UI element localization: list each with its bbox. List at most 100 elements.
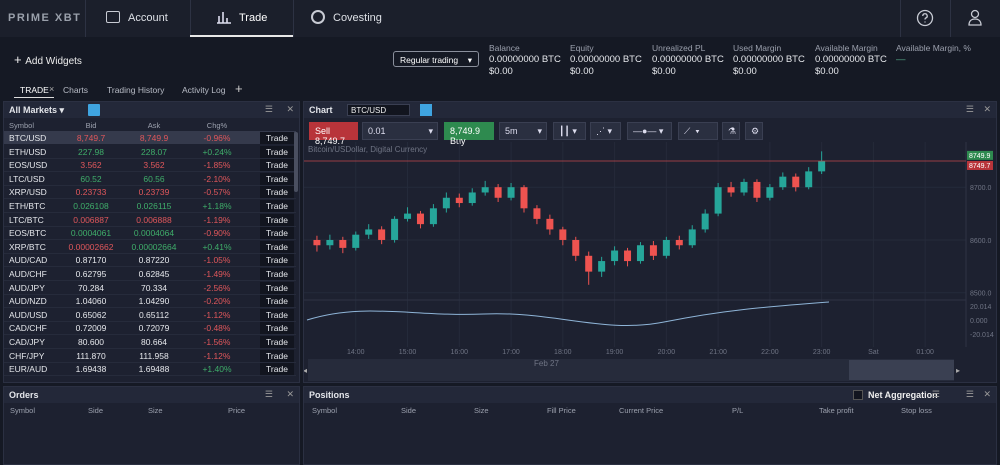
symbol[interactable]: CAD/JPY bbox=[9, 337, 45, 347]
close-icon[interactable]: ✕ bbox=[286, 104, 294, 114]
trade-button[interactable]: Trade bbox=[260, 145, 294, 158]
menu-icon[interactable]: ☰ bbox=[264, 104, 273, 114]
tab[interactable]: Trading History bbox=[107, 85, 165, 95]
logo[interactable]: PRIME XBT bbox=[8, 12, 82, 24]
symbol[interactable]: EOS/USD bbox=[9, 160, 48, 171]
settings-button[interactable] bbox=[420, 104, 432, 116]
list-icon[interactable]: ☰ bbox=[931, 389, 940, 399]
bid: 227.98 bbox=[78, 146, 104, 157]
line-tool-button[interactable]: ⟋ ▾ bbox=[678, 122, 718, 140]
close-icon[interactable]: ✕ bbox=[983, 389, 991, 399]
nav-covesting[interactable]: Covesting bbox=[333, 12, 382, 24]
symbol[interactable]: AUD/CHF bbox=[9, 269, 47, 279]
close-icon[interactable]: ✕ bbox=[286, 389, 294, 399]
tab[interactable]: Activity Log bbox=[182, 85, 226, 95]
chart-type-button[interactable]: ┃┃ ▾ bbox=[553, 122, 586, 140]
change: +1.18% bbox=[202, 201, 232, 211]
symbol[interactable]: CHF/JPY bbox=[9, 350, 45, 361]
aggregation-checkbox[interactable] bbox=[853, 390, 863, 400]
y-tick-label: 8700.0 bbox=[970, 185, 992, 192]
trade-button[interactable]: Trade bbox=[260, 349, 294, 362]
candle-body bbox=[805, 171, 813, 188]
user-icon[interactable] bbox=[967, 9, 983, 27]
markets-title[interactable]: All Markets bbox=[9, 105, 58, 115]
candle-body bbox=[416, 213, 424, 225]
stat-usd: $0.00 bbox=[815, 66, 839, 77]
symbol[interactable]: XRP/BTC bbox=[9, 241, 46, 252]
symbol[interactable]: AUD/NZD bbox=[9, 296, 47, 307]
symbol[interactable]: AUD/USD bbox=[9, 309, 48, 320]
add-widgets[interactable]: + Add Widgets bbox=[14, 52, 82, 67]
navigator-window[interactable] bbox=[849, 360, 954, 380]
symbol[interactable]: CAD/CHF bbox=[9, 323, 47, 334]
symbol[interactable]: EUR/AUD bbox=[9, 364, 48, 375]
symbol[interactable]: AUD/JPY bbox=[9, 282, 45, 293]
x-tick-label: 14:00 bbox=[347, 349, 365, 356]
close-icon[interactable]: ✕ bbox=[983, 104, 991, 114]
row-divider bbox=[4, 280, 296, 281]
menu-icon[interactable]: ☰ bbox=[965, 389, 974, 399]
draw-button[interactable]: —●— ▾ bbox=[627, 122, 672, 140]
bid-tag: 8749.7 bbox=[969, 163, 991, 170]
interval-select[interactable]: 5m ▾ bbox=[499, 122, 547, 140]
ask: 111.958 bbox=[139, 350, 169, 361]
trade-button[interactable]: Trade bbox=[260, 186, 294, 199]
candle-body bbox=[404, 213, 412, 219]
trade-button[interactable]: Trade bbox=[260, 281, 294, 294]
trade-button[interactable]: Trade bbox=[260, 322, 294, 335]
trade-button[interactable]: Trade bbox=[260, 268, 294, 280]
sell-button[interactable]: Sell 8,749.7 bbox=[309, 122, 358, 146]
trade-button[interactable]: Trade bbox=[260, 132, 294, 144]
trade-button[interactable]: Trade bbox=[260, 159, 294, 172]
positions-header: Positions bbox=[304, 387, 996, 403]
column-header: Size bbox=[474, 406, 489, 415]
symbol[interactable]: ETH/BTC bbox=[9, 201, 46, 211]
candle-body bbox=[559, 229, 567, 240]
trade-button[interactable]: Trade bbox=[260, 172, 294, 185]
menu-icon[interactable]: ☰ bbox=[965, 104, 974, 114]
help-icon[interactable] bbox=[916, 9, 934, 27]
trade-button[interactable]: Trade bbox=[260, 254, 294, 267]
nav-right[interactable]: ▸ bbox=[956, 366, 960, 375]
symbol[interactable]: EOS/BTC bbox=[9, 228, 47, 239]
symbol[interactable]: BTC/USD bbox=[9, 133, 47, 143]
symbol[interactable]: ETH/USD bbox=[9, 146, 47, 157]
symbol-input[interactable]: BTC/USD bbox=[347, 104, 410, 116]
symbol[interactable]: LTC/USD bbox=[9, 173, 45, 184]
nav-left[interactable]: ◂ bbox=[304, 366, 307, 375]
mode-select[interactable]: Regular trading ▾ bbox=[393, 51, 479, 67]
trade-button[interactable]: Trade bbox=[260, 213, 294, 226]
add-tab[interactable]: + bbox=[235, 81, 243, 96]
stat-btc: 0.00000000 BTC bbox=[733, 54, 805, 65]
column-header: Stop loss bbox=[901, 406, 932, 415]
close-tab[interactable]: × bbox=[49, 84, 55, 94]
symbol[interactable]: LTC/BTC bbox=[9, 214, 44, 225]
candle-body bbox=[313, 239, 321, 246]
menu-icon[interactable]: ☰ bbox=[264, 389, 273, 399]
quantity-input[interactable]: 0.01 ▾ bbox=[362, 122, 438, 140]
flask-button[interactable]: ⚗ bbox=[722, 122, 740, 140]
indicator-button[interactable]: ⋰ ▾ bbox=[590, 122, 621, 140]
settings-button[interactable] bbox=[88, 104, 100, 116]
trade-button[interactable]: Trade bbox=[260, 308, 294, 321]
trade-button[interactable]: Trade bbox=[260, 200, 294, 212]
tab[interactable]: Charts bbox=[63, 85, 89, 95]
gear-button[interactable]: ⚙ bbox=[745, 122, 763, 140]
row-divider bbox=[4, 198, 296, 200]
candle-body bbox=[585, 255, 593, 272]
trade-button[interactable]: Trade bbox=[260, 363, 294, 376]
trade-button[interactable]: Trade bbox=[260, 336, 294, 348]
x-tick-label: 15:00 bbox=[399, 349, 417, 356]
symbol[interactable]: XRP/USD bbox=[9, 187, 47, 198]
oscillator-tick-label: 0.000 bbox=[970, 318, 988, 325]
trade-button[interactable]: Trade bbox=[260, 295, 294, 308]
trade-button[interactable]: Trade bbox=[260, 227, 294, 240]
bid: 3.562 bbox=[80, 160, 102, 171]
tab[interactable]: TRADE bbox=[20, 85, 49, 95]
buy-button[interactable]: 8,749.9 Buy bbox=[444, 122, 494, 146]
symbol[interactable]: AUD/CAD bbox=[9, 255, 48, 266]
trade-button[interactable]: Trade bbox=[260, 240, 294, 253]
bid: 0.65062 bbox=[75, 309, 107, 320]
nav-account[interactable]: Account bbox=[128, 12, 168, 24]
nav-trade[interactable]: Trade bbox=[239, 12, 268, 24]
